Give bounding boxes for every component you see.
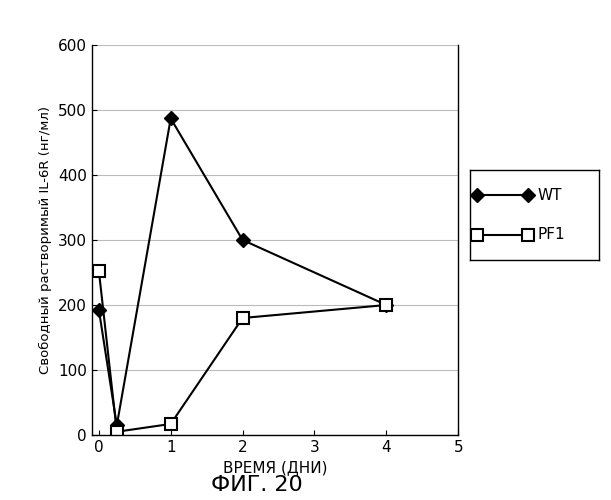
- WT: [167, 116, 174, 121]
- PF1: [95, 268, 103, 274]
- WT: [113, 422, 120, 428]
- Line: WT: WT: [94, 114, 391, 430]
- PF1: [382, 302, 390, 308]
- Text: ФИГ. 20: ФИГ. 20: [211, 475, 302, 495]
- WT: [95, 306, 103, 312]
- X-axis label: ВРЕМЯ (ДНИ): ВРЕМЯ (ДНИ): [222, 460, 327, 475]
- PF1: [167, 421, 174, 427]
- Y-axis label: Свободный растворимый IL-6R (нг/мл): Свободный растворимый IL-6R (нг/мл): [39, 106, 52, 374]
- Text: WT: WT: [537, 188, 562, 202]
- Line: PF1: PF1: [93, 265, 392, 438]
- PF1: [113, 428, 120, 434]
- WT: [382, 302, 390, 308]
- PF1: [239, 315, 246, 321]
- WT: [239, 237, 246, 243]
- Text: PF1: PF1: [537, 228, 565, 242]
